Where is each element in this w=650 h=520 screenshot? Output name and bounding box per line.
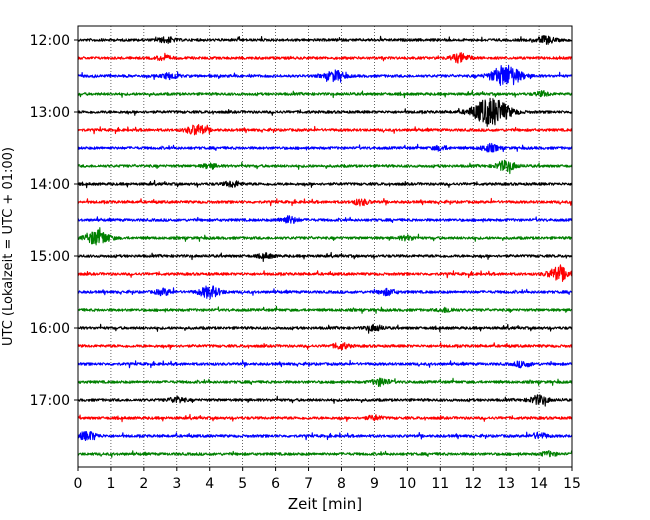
x-tick-label: 1 [106, 476, 115, 492]
y-tick-label: 12:00 [30, 33, 70, 49]
traces [77, 35, 573, 458]
y-axis-label: UTC (Lokalzeit = UTC + 01:00) [1, 147, 16, 346]
y-tick-label: 14:00 [30, 177, 70, 193]
seismogram-trace [77, 285, 573, 300]
seismogram-trace [77, 377, 573, 388]
seismogram-trace [77, 342, 573, 351]
y-tick-label: 17:00 [30, 393, 70, 409]
x-tick-label: 15 [563, 476, 581, 492]
x-tick-label: 4 [205, 476, 214, 492]
seismogram-trace [77, 450, 573, 458]
seismogram-trace [77, 89, 573, 99]
seismogram-trace [77, 227, 573, 246]
x-tick-label: 9 [370, 476, 379, 492]
x-tick-label: 10 [398, 476, 416, 492]
seismogram-trace [77, 179, 573, 189]
seismogram-trace [77, 215, 573, 224]
seismogram-trace [77, 413, 573, 423]
seismogram-trace [77, 124, 573, 136]
seismogram-trace [77, 197, 573, 207]
x-tick-label: 13 [497, 476, 515, 492]
seismogram-trace [77, 305, 573, 314]
y-tick-label: 15:00 [30, 249, 70, 265]
seismogram-trace [77, 264, 573, 282]
x-tick-label: 0 [74, 476, 83, 492]
x-tick-label: 2 [139, 476, 148, 492]
y-tick-label: 13:00 [30, 105, 70, 121]
x-tick-label: 7 [304, 476, 313, 492]
seismogram-trace [77, 97, 573, 127]
seismogram-trace [77, 142, 573, 153]
x-tick-label: 5 [238, 476, 247, 492]
x-tick-label: 6 [271, 476, 280, 492]
seismogram-trace [77, 430, 573, 442]
y-axis-ticks: 12:00 13:00 14:00 15:00 16:00 17:00 [30, 33, 78, 409]
x-tick-label: 8 [337, 476, 346, 492]
x-axis-ticks: 0 1 2 3 4 5 6 7 8 9 10 11 12 13 14 15 [74, 467, 581, 492]
plot-frame [77, 25, 573, 468]
seismogram-trace [77, 323, 573, 334]
x-tick-label: 11 [431, 476, 449, 492]
seismogram-trace [77, 394, 573, 407]
seismogram-trace [77, 359, 573, 369]
seismogram-trace [77, 251, 573, 263]
x-tick-label: 12 [464, 476, 482, 492]
x-axis-label: Zeit [min] [288, 495, 362, 513]
y-tick-label: 16:00 [30, 321, 70, 337]
seismogram-trace [77, 52, 573, 64]
seismogram-trace [77, 35, 573, 45]
seismogram-trace [77, 159, 573, 175]
seismogram-trace [77, 64, 573, 86]
x-tick-label: 3 [172, 476, 181, 492]
x-tick-label: 14 [530, 476, 548, 492]
